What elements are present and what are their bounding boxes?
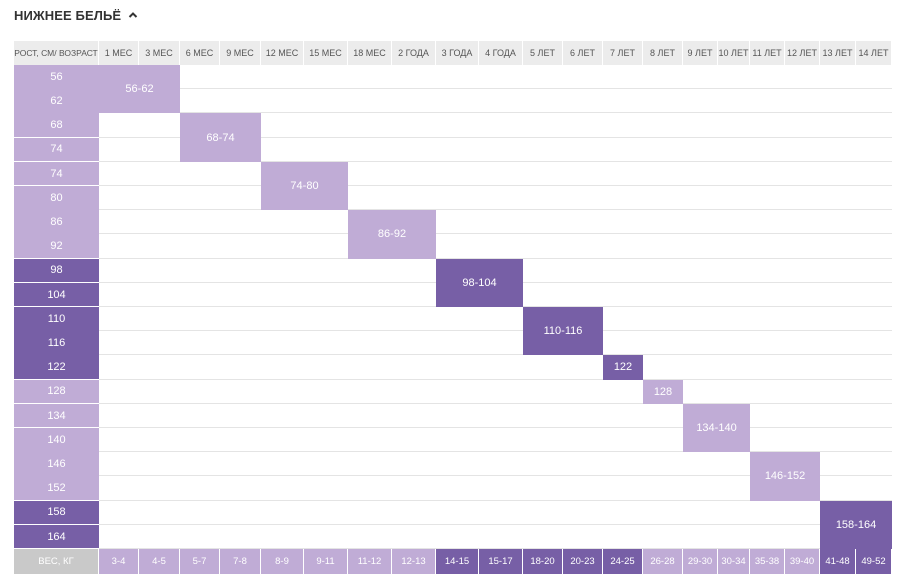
chevron-up-icon[interactable] <box>127 9 139 21</box>
header-age: 6 ЛЕТ <box>563 41 603 65</box>
weight-value: 20-23 <box>563 549 603 574</box>
size-cell[interactable]: 128 <box>643 379 683 404</box>
row-divider <box>99 161 892 162</box>
row-divider <box>99 524 892 525</box>
height-label: 164 <box>14 524 99 550</box>
row-divider <box>99 354 892 355</box>
weight-header: ВЕС, КГ <box>14 549 99 574</box>
section-title: НИЖНЕЕ БЕЛЬЁ <box>14 7 122 23</box>
header-age: 11 ЛЕТ <box>750 41 785 65</box>
row-divider <box>99 548 892 549</box>
header-age: 13 ЛЕТ <box>820 41 856 65</box>
row-divider <box>99 451 892 452</box>
weight-value: 30-34 <box>718 549 750 574</box>
size-cell[interactable]: 146-152 <box>750 452 820 501</box>
header-age: 9 ЛЕТ <box>683 41 718 65</box>
row-divider <box>99 88 892 89</box>
height-label: 134 <box>14 403 99 429</box>
size-cell[interactable]: 56-62 <box>99 65 180 114</box>
size-cell[interactable]: 86-92 <box>348 210 436 259</box>
height-label: 140 <box>14 428 99 453</box>
size-cell[interactable]: 122 <box>603 355 643 380</box>
height-label: 74 <box>14 161 99 187</box>
row-divider <box>99 112 892 113</box>
weight-value: 14-15 <box>436 549 479 574</box>
header-age: 12 МЕС <box>261 41 304 65</box>
height-label: 62 <box>14 89 99 114</box>
height-label: 152 <box>14 476 99 502</box>
height-label: 122 <box>14 355 99 381</box>
weight-value: 3-4 <box>99 549 139 574</box>
weight-value: 35-38 <box>750 549 785 574</box>
height-label: 128 <box>14 379 99 405</box>
header-age: 3 ГОДА <box>436 41 479 65</box>
height-label: 110 <box>14 307 99 332</box>
height-label: 116 <box>14 331 99 356</box>
header-age: 12 ЛЕТ <box>785 41 820 65</box>
weight-value: 39-40 <box>785 549 820 574</box>
height-label: 68 <box>14 113 99 139</box>
header-age: 7 ЛЕТ <box>603 41 643 65</box>
size-cell[interactable]: 98-104 <box>436 258 523 307</box>
size-cell[interactable]: 110-116 <box>523 307 603 356</box>
weight-value: 49-52 <box>856 549 892 574</box>
row-divider <box>99 233 892 234</box>
header-age: 4 ГОДА <box>479 41 523 65</box>
height-label: 158 <box>14 500 99 526</box>
header-age: 14 ЛЕТ <box>856 41 892 65</box>
header-age: 9 МЕС <box>220 41 261 65</box>
weight-value: 4-5 <box>139 549 180 574</box>
weight-value: 8-9 <box>261 549 304 574</box>
header-corner: РОСТ, СМ/ ВОЗРАСТ <box>14 41 99 65</box>
size-cell[interactable]: 74-80 <box>261 161 348 211</box>
row-divider <box>99 475 892 476</box>
height-label: 104 <box>14 282 99 308</box>
row-divider <box>99 379 892 380</box>
row-divider <box>99 209 892 210</box>
weight-value: 5-7 <box>180 549 220 574</box>
weight-value: 11-12 <box>348 549 392 574</box>
header-age: 2 ГОДА <box>392 41 436 65</box>
row-divider <box>99 185 892 186</box>
row-divider <box>99 500 892 501</box>
header-age: 15 МЕС <box>304 41 348 65</box>
header-age: 8 ЛЕТ <box>643 41 683 65</box>
size-cell[interactable]: 158-164 <box>820 500 892 549</box>
height-label: 74 <box>14 137 99 163</box>
height-label: 56 <box>14 65 99 90</box>
weight-value: 26-28 <box>643 549 683 574</box>
header-age: 6 МЕС <box>180 41 220 65</box>
header-age: 18 МЕС <box>348 41 392 65</box>
weight-value: 29-30 <box>683 549 718 574</box>
header-age: 5 ЛЕТ <box>523 41 563 65</box>
weight-value: 15-17 <box>479 549 523 574</box>
height-label: 146 <box>14 452 99 477</box>
row-divider <box>99 403 892 404</box>
row-divider <box>99 137 892 138</box>
row-divider <box>99 427 892 428</box>
weight-value: 9-11 <box>304 549 348 574</box>
weight-value: 12-13 <box>392 549 436 574</box>
weight-value: 41-48 <box>820 549 856 574</box>
size-cell[interactable]: 134-140 <box>683 403 750 453</box>
height-label: 92 <box>14 234 99 260</box>
weight-value: 18-20 <box>523 549 563 574</box>
header-age: 1 МЕС <box>99 41 139 65</box>
header-age: 10 ЛЕТ <box>718 41 750 65</box>
section-toggle[interactable]: НИЖНЕЕ БЕЛЬЁ <box>14 6 139 24</box>
header-age: 3 МЕС <box>139 41 180 65</box>
height-label: 86 <box>14 210 99 235</box>
row-divider <box>99 258 892 259</box>
size-cell[interactable]: 68-74 <box>180 113 261 162</box>
weight-value: 7-8 <box>220 549 261 574</box>
height-label: 98 <box>14 258 99 284</box>
height-label: 80 <box>14 186 99 211</box>
row-divider <box>99 330 892 331</box>
weight-value: 24-25 <box>603 549 643 574</box>
